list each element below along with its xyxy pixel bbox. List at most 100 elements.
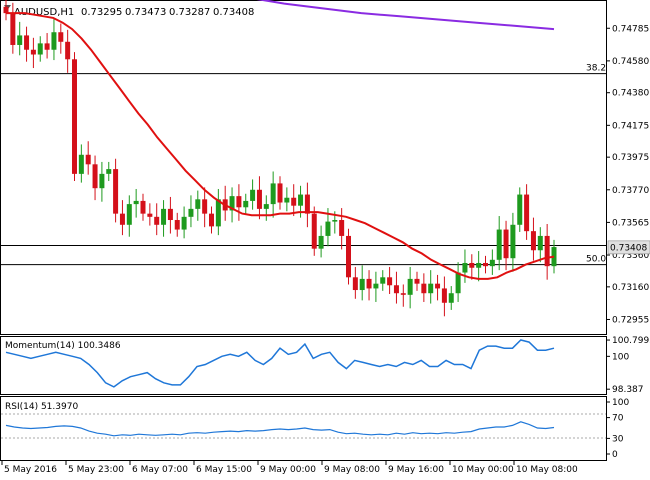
candle-body-19 — [133, 200, 139, 205]
main-ytick-6: 0.73565 — [612, 218, 649, 228]
candle-body-18 — [126, 204, 132, 225]
candle-body-40 — [277, 183, 283, 203]
candle-body-61 — [421, 283, 427, 294]
rsi-line — [5, 421, 555, 437]
candle-body-25 — [174, 220, 180, 230]
candle-body-26 — [181, 216, 187, 230]
main-header-close: 0.73408 — [213, 7, 254, 18]
sma-fast-line — [6, 12, 555, 280]
main-header-open: 0.73295 — [81, 7, 122, 18]
xtick-4: 9 May 00:00 — [260, 465, 316, 475]
candle-body-23 — [161, 208, 167, 225]
main-ytick-9: 0.72955 — [612, 315, 649, 325]
candle-body-56 — [387, 277, 393, 286]
xtick-0: 5 May 2016 — [4, 465, 57, 475]
candle-body-55 — [380, 277, 386, 284]
candle-body-47 — [325, 221, 331, 236]
xtick-7: 10 May 00:00 — [452, 465, 514, 475]
candle-body-48 — [332, 220, 338, 222]
candle-body-70 — [483, 262, 488, 267]
candle-body-37 — [256, 189, 262, 209]
candle-body-35 — [243, 200, 249, 208]
candle-body-30 — [209, 213, 214, 227]
candle-body-21 — [147, 213, 153, 217]
candle-body-51 — [352, 277, 358, 291]
candle-body-1 — [10, 13, 16, 45]
candle-body-73 — [503, 229, 509, 259]
candle-body-31 — [215, 199, 221, 227]
candle-body-12 — [85, 154, 91, 165]
candle-body-10 — [72, 59, 77, 174]
candle-body-59 — [407, 278, 413, 295]
momentum-ytick-0: 100.7995 — [612, 336, 650, 346]
momentum-line — [5, 339, 555, 388]
main-ytick-2: 0.74380 — [612, 89, 649, 99]
momentum-label: Momentum(14) 100.3486 — [5, 341, 121, 351]
rsi-label: RSI(14) 51.3970 — [5, 402, 78, 412]
candle-body-45 — [311, 213, 317, 249]
candle-body-77 — [530, 231, 536, 251]
rsi-ytick-0: 100 — [612, 398, 629, 408]
candle-body-17 — [119, 213, 125, 225]
candle-body-39 — [270, 183, 276, 205]
candle-body-9 — [65, 41, 71, 60]
main-header-symbol: AUDUSD,H1 — [14, 7, 74, 18]
candle-body-20 — [140, 200, 146, 214]
candle-body-76 — [524, 194, 530, 232]
candle-body-42 — [291, 197, 297, 206]
candle-body-49 — [339, 220, 345, 236]
candle-body-16 — [113, 169, 119, 214]
main-ytick-8: 0.73160 — [612, 283, 649, 293]
main-ytick-5: 0.73770 — [612, 186, 649, 196]
main-ytick-3: 0.74175 — [612, 121, 649, 131]
current-price-label: 0.73408 — [610, 243, 647, 253]
xtick-3: 6 May 15:00 — [196, 465, 252, 475]
candle-body-2 — [17, 35, 23, 45]
candle-body-72 — [496, 229, 502, 260]
fib-label-0: 38.2 — [586, 64, 606, 74]
sma-slow-line — [256, 0, 555, 31]
candle-body-6 — [44, 43, 50, 50]
candle-body-52 — [359, 278, 365, 291]
candle-body-27 — [188, 208, 194, 217]
candle-body-43 — [298, 194, 304, 206]
candle-body-13 — [92, 164, 98, 189]
candle-body-34 — [236, 196, 242, 208]
main-ytick-1: 0.74580 — [612, 57, 649, 67]
candle-body-46 — [318, 235, 324, 249]
candle-body-67 — [462, 262, 468, 273]
candle-body-79 — [544, 235, 550, 267]
candle-body-71 — [489, 259, 495, 267]
candle-body-54 — [373, 283, 379, 289]
candle-body-24 — [167, 208, 173, 221]
rsi-ytick-1: 70 — [612, 414, 624, 424]
candle-body-78 — [537, 235, 543, 251]
candle-body-64 — [441, 288, 447, 303]
main-ytick-7: 0.73360 — [612, 251, 649, 261]
candle-body-15 — [106, 169, 112, 174]
candle-body-33 — [229, 196, 235, 211]
fib-label-1: 50.0 — [586, 255, 606, 265]
candle-body-14 — [99, 173, 105, 189]
candle-body-22 — [154, 216, 160, 225]
momentum-ytick-2: 98.387 — [612, 385, 644, 395]
candle-body-28 — [195, 199, 201, 209]
main-ytick-4: 0.73975 — [612, 153, 649, 163]
xtick-8: 10 May 08:00 — [516, 465, 578, 475]
candle-body-4 — [30, 49, 36, 55]
main-ytick-0: 0.74785 — [612, 24, 649, 34]
candle-body-68 — [469, 262, 475, 268]
candle-body-41 — [284, 197, 290, 203]
candle-body-53 — [366, 278, 372, 289]
candle-body-8 — [58, 32, 64, 42]
candle-body-75 — [517, 194, 523, 225]
candle-body-57 — [393, 285, 399, 294]
candle-body-65 — [448, 293, 454, 303]
candle-body-58 — [400, 293, 406, 295]
candle-body-5 — [37, 43, 43, 55]
rsi-ytick-2: 30 — [612, 434, 624, 444]
candle-body-11 — [78, 154, 84, 174]
candle-body-62 — [428, 283, 434, 294]
momentum-ytick-1: 100 — [612, 352, 629, 362]
